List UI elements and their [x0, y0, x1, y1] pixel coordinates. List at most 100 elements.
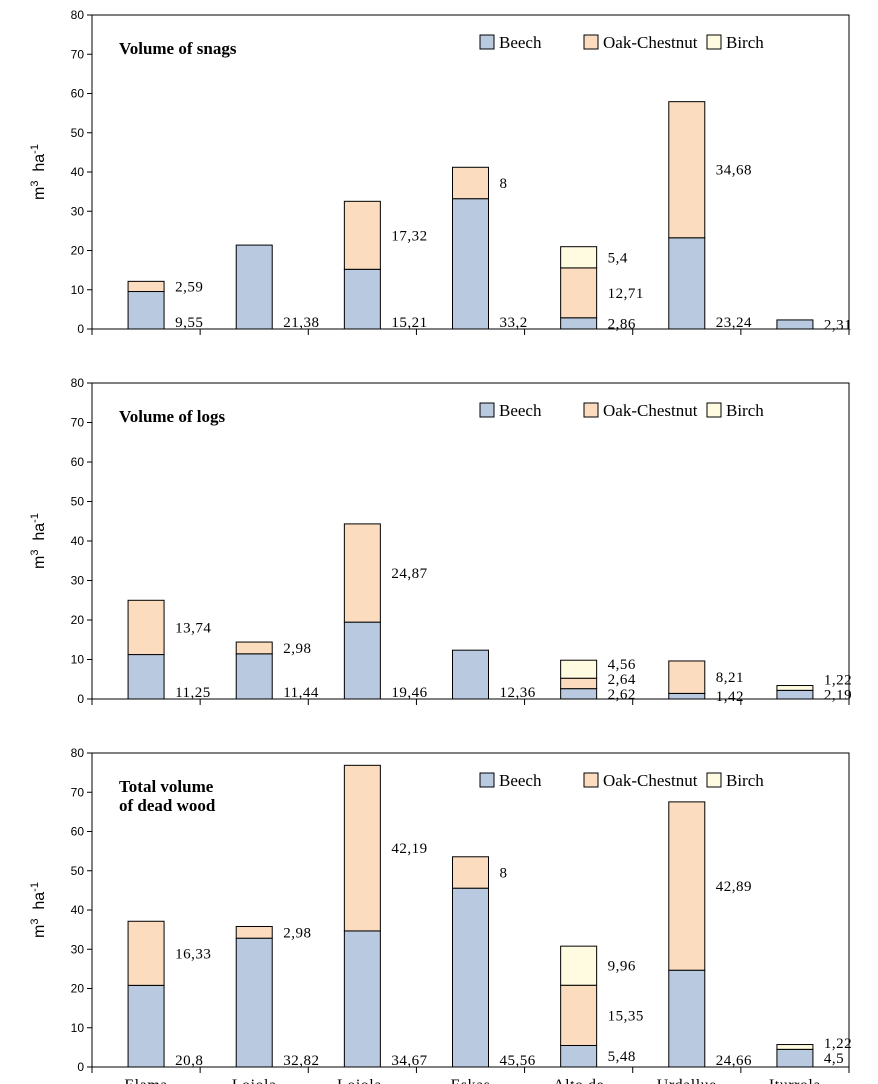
chart-panel-1: 0 10 20 30 40 50 60 70 80 m3 ha-1 9,55 2,59 21,38 15,… [29, 8, 852, 336]
data-label: 9,96 [608, 959, 636, 975]
legend-swatch [479, 772, 495, 788]
data-label: 1,42 [716, 689, 744, 705]
bar-oak-chestnut-1 [127, 920, 165, 986]
y-tick-label: 80 [71, 376, 85, 390]
bar-beech-3 [343, 268, 381, 330]
y-tick-label: 70 [71, 416, 85, 430]
bar-oak-chestnut-1 [127, 280, 165, 293]
bar-beech-4 [452, 649, 489, 700]
bar-beech-7 [776, 319, 814, 330]
bar-beech-6 [668, 969, 706, 1068]
data-label: 21,38 [283, 315, 319, 331]
y-tick-label: 50 [71, 126, 85, 140]
data-label: 34,68 [716, 163, 752, 179]
bar-beech-2 [235, 244, 273, 330]
legend-item-birch: Birch [706, 401, 764, 420]
y-axis-label: m3 ha-1 [29, 144, 48, 200]
bar-oak-chestnut-3 [343, 764, 381, 932]
y-tick-label: 40 [71, 534, 85, 548]
bar-oak-chestnut-2 [235, 925, 273, 939]
bar-beech-2 [235, 653, 273, 700]
data-label: 24,87 [391, 566, 427, 582]
legend-item-oak-chestnut: Oak-Chestnut [583, 401, 698, 420]
y-tick-label: 60 [71, 825, 85, 839]
legend-swatch [706, 34, 722, 50]
y-tick-label: 0 [77, 692, 84, 706]
legend-swatch [583, 772, 599, 788]
bar-birch-5 [560, 659, 598, 679]
data-label: 2,31 [824, 317, 852, 333]
data-label: 12,36 [500, 685, 536, 701]
data-label: 8 [500, 176, 508, 192]
data-label: 42,19 [391, 841, 427, 857]
data-label: 12,71 [608, 286, 644, 302]
bar-birch-7 [776, 1044, 814, 1050]
bar-beech-6 [668, 237, 706, 330]
data-label: 1,22 [824, 673, 852, 689]
chart-panel-2: 0 10 20 30 40 50 60 70 80 m3 ha-1 11,25 13,74 11,44 2… [29, 376, 852, 706]
legend-label: Oak-Chestnut [603, 401, 698, 420]
data-label: 9,55 [175, 315, 203, 331]
legend-label: Oak-Chestnut [603, 33, 698, 52]
category-label: Eskas [451, 1077, 491, 1084]
data-label: 11,44 [283, 685, 319, 701]
y-tick-label: 30 [71, 574, 85, 588]
data-label: 2,59 [175, 279, 203, 295]
data-label: 32,82 [283, 1053, 319, 1069]
bar-beech-5 [560, 688, 598, 700]
y-tick-label: 80 [71, 746, 85, 760]
data-label: 2,64 [608, 672, 636, 688]
y-tick-label: 70 [71, 785, 85, 799]
bar-beech-3 [343, 621, 381, 700]
chart-title: Volume of snags [119, 39, 237, 58]
data-label: 23,24 [716, 315, 752, 331]
bar-beech-1 [127, 654, 165, 700]
category-label: Urdallue [657, 1077, 717, 1084]
bar-birch-5 [560, 246, 598, 269]
legend-label: Beech [499, 33, 542, 52]
data-label: 13,74 [175, 620, 211, 636]
y-tick-label: 80 [71, 8, 85, 22]
y-tick-label: 50 [71, 495, 85, 509]
bar-oak-chestnut-2 [235, 641, 273, 655]
data-label: 2,62 [608, 687, 636, 703]
bar-beech-4 [452, 198, 489, 330]
data-label: 4,5 [824, 1051, 844, 1067]
y-tick-label: 40 [71, 903, 85, 917]
bar-oak-chestnut-5 [560, 677, 598, 690]
category-label: Elama [124, 1077, 167, 1084]
bar-oak-chestnut-4 [452, 166, 489, 200]
bar-beech-1 [127, 984, 165, 1068]
legend-swatch [479, 402, 495, 418]
bar-oak-chestnut-4 [452, 856, 489, 889]
bar-oak-chestnut-5 [560, 267, 598, 319]
y-tick-label: 10 [71, 283, 85, 297]
y-tick-label: 10 [71, 653, 85, 667]
y-axis-label: m3 ha-1 [29, 513, 48, 569]
y-tick-label: 40 [71, 165, 85, 179]
legend-label: Birch [726, 401, 764, 420]
category-label: Loiola [232, 1077, 277, 1084]
y-tick-label: 60 [71, 87, 85, 101]
y-tick-label: 20 [71, 982, 85, 996]
y-tick-label: 30 [71, 204, 85, 218]
bar-beech-2 [235, 937, 273, 1068]
data-label: 8 [500, 865, 508, 881]
bar-beech-6 [668, 692, 706, 700]
data-label: 16,33 [175, 946, 211, 962]
bar-beech-4 [452, 887, 489, 1068]
category-label: Alto de [553, 1077, 604, 1084]
bar-oak-chestnut-6 [668, 101, 706, 239]
data-label: 1,22 [824, 1036, 852, 1052]
y-tick-label: 0 [77, 322, 84, 336]
chart-title: Total volume [119, 777, 214, 796]
chart-title: Volume of logs [119, 407, 225, 426]
y-tick-label: 0 [77, 1060, 84, 1074]
y-tick-label: 10 [71, 1021, 85, 1035]
data-label: 2,98 [283, 925, 311, 941]
bar-beech-5 [560, 1044, 598, 1068]
y-tick-label: 20 [71, 244, 85, 258]
data-label: 34,67 [391, 1053, 427, 1069]
chart-title: of dead wood [119, 796, 216, 815]
